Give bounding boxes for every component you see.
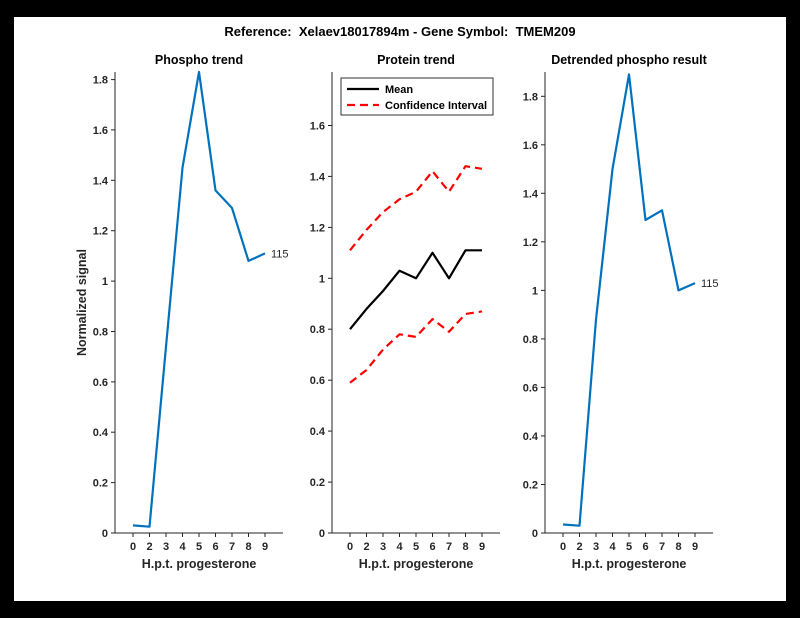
- y-tick-label: 0.2: [523, 480, 538, 492]
- x-tick-label: 5: [196, 541, 202, 553]
- series-mean: [349, 249, 482, 330]
- y-tick-label: 1.4: [523, 188, 539, 200]
- y-tick-label: 1.8: [93, 75, 108, 87]
- legend-box: [340, 77, 494, 116]
- x-tick-label: 4: [609, 541, 616, 553]
- axes-lines: [331, 72, 500, 534]
- x-tick-label: 5: [413, 541, 419, 553]
- x-tick-label: 0: [560, 541, 566, 553]
- y-tick-label: 0.4: [523, 431, 539, 443]
- y-tick-label: 1.6: [310, 121, 325, 133]
- axes-lines: [544, 72, 713, 534]
- y-tick-label: 0: [102, 528, 108, 540]
- x-tick-label: 7: [446, 541, 452, 553]
- y-axis-label: Normalized signal: [75, 249, 89, 356]
- x-tick-label: 8: [245, 541, 251, 553]
- x-tick-label: 0: [130, 541, 136, 553]
- x-tick-label: 7: [229, 541, 235, 553]
- y-tick-label: 0.8: [310, 324, 325, 336]
- y-tick-label: 0.8: [523, 334, 538, 346]
- axes-lines: [114, 72, 283, 534]
- y-tick-label: 1.2: [310, 222, 325, 234]
- subplot-phospho-trend: 00.20.40.60.811.21.41.61.80 2 3 4 5 6 7 8 9Phosp…: [75, 53, 289, 571]
- x-tick-label: 5: [626, 541, 632, 553]
- legend-label: Confidence Interval: [385, 100, 487, 112]
- y-tick-label: 0.8: [93, 327, 108, 339]
- x-tick-label: 3: [593, 541, 599, 553]
- subplot-title: Protein trend: [377, 53, 455, 67]
- series-detrended-phospho-signal: [562, 73, 696, 527]
- y-tick-label: 1: [319, 273, 325, 285]
- x-tick-label: 3: [380, 541, 386, 553]
- y-tick-label: 1.2: [93, 226, 108, 238]
- subplot-title: Detrended phospho result: [551, 53, 707, 67]
- y-tick-label: 0.6: [523, 382, 538, 394]
- subplot-detrended-phospho-result: 00.20.40.60.811.21.41.61.80 2 3 4 5 6 7 8 9Detre…: [523, 53, 719, 571]
- x-tick-label: 6: [642, 541, 648, 553]
- x-tick-label: 2: [363, 541, 369, 553]
- x-tick-label: 8: [675, 541, 681, 553]
- y-tick-label: 0.2: [310, 477, 325, 489]
- y-tick-label: 0.2: [93, 478, 108, 490]
- x-tick-label: 2: [146, 541, 152, 553]
- y-tick-label: 1.6: [523, 140, 538, 152]
- endpoint-annotation: 115: [271, 248, 289, 260]
- endpoint-annotation: 115: [701, 278, 719, 290]
- legend-label: Mean: [385, 84, 413, 96]
- x-tick-label: 2: [576, 541, 582, 553]
- subplot-protein-trend: 00.20.40.60.811.21.41.60 2 3 4 5 6 7 8 9Protein …: [310, 53, 500, 571]
- y-tick-label: 0: [319, 528, 325, 540]
- x-axis-label: H.p.t. progesterone: [142, 557, 257, 571]
- x-tick-label: 9: [692, 541, 698, 553]
- y-tick-label: 1.2: [523, 237, 538, 249]
- y-tick-label: 1: [102, 276, 108, 288]
- y-tick-label: 0: [532, 528, 538, 540]
- x-tick-label: 9: [479, 541, 485, 553]
- y-tick-label: 0.6: [310, 375, 325, 387]
- x-tick-label: 7: [659, 541, 665, 553]
- figure-title: Reference: Xelaev18017894m - Gene Symbol…: [224, 24, 576, 39]
- x-tick-label: 3: [163, 541, 169, 553]
- x-tick-label: 0: [347, 541, 353, 553]
- y-tick-label: 1.4: [310, 171, 326, 183]
- x-tick-label: 6: [429, 541, 435, 553]
- y-tick-label: 1.6: [93, 125, 108, 137]
- x-tick-label: 8: [462, 541, 468, 553]
- y-tick-label: 1.4: [93, 175, 109, 187]
- x-tick-label: 4: [396, 541, 403, 553]
- y-tick-label: 1.8: [523, 91, 538, 103]
- x-axis-label: H.p.t. progesterone: [572, 557, 687, 571]
- series-phospho-signal: [132, 70, 266, 528]
- x-axis-label: H.p.t. progesterone: [359, 557, 474, 571]
- y-tick-label: 0.4: [93, 427, 109, 439]
- x-tick-label: 9: [262, 541, 268, 553]
- legend: Mean Confidence Interval: [340, 77, 494, 116]
- x-tick-label: 6: [212, 541, 218, 553]
- y-tick-label: 0.6: [93, 377, 108, 389]
- y-tick-label: 0.4: [310, 426, 326, 438]
- series-confidence-interval-lower: [349, 310, 483, 384]
- y-tick-label: 1: [532, 285, 538, 297]
- x-tick-label: 4: [179, 541, 186, 553]
- subplot-title: Phospho trend: [155, 53, 243, 67]
- series-confidence-interval-upper: [349, 165, 483, 251]
